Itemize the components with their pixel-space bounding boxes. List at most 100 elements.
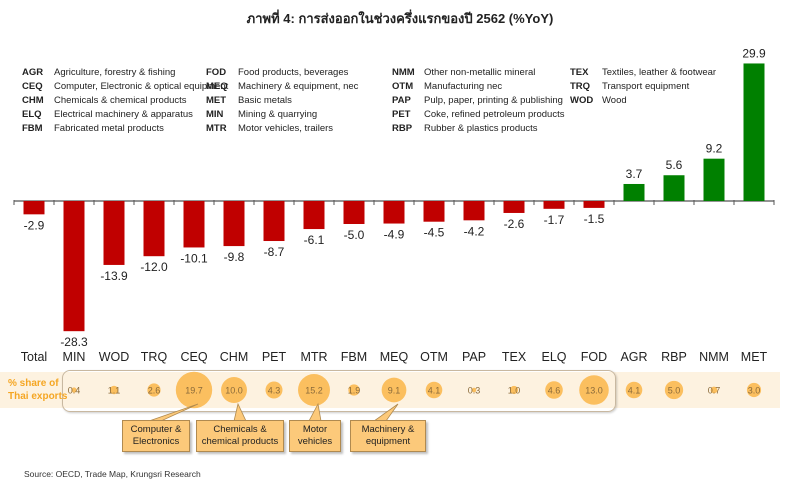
share-value: 9.1 [388,386,401,396]
legend-code: AGR [22,67,44,78]
legend-code: WOD [570,95,594,106]
data-label: -12.0 [140,260,168,274]
share-value: 10.0 [225,386,243,396]
share-bubble [579,375,609,405]
share-value: 4.6 [548,386,561,396]
bar-tex [503,201,525,213]
legend-col-3: NMM Other non-metallic mineral OTM Manufact… [392,66,564,136]
data-label: -13.9 [100,269,128,283]
share-bubble [710,386,718,394]
legend-item: RBP Rubber & plastics products [392,122,564,136]
share-value: 19.7 [185,386,203,396]
category-label: RBP [661,350,687,364]
legend-item: PAP Pulp, paper, printing & publishing [392,94,564,108]
legend-label: Textiles, leather & footwear [602,67,717,78]
legend-item: TRQ Transport equipment [570,80,716,94]
bar-otm [423,201,445,222]
legend-code: MTR [206,123,227,134]
category-label: AGR [620,350,647,364]
legend-code: OTM [392,81,414,92]
callout-line: equipment [365,436,411,447]
bar-agr [623,183,645,201]
data-label: -10.1 [180,251,208,265]
legend-item: OTM Manufacturing nec [392,80,564,94]
bar-fbm [343,201,365,224]
share-value: 4.1 [428,386,441,396]
category-label: ELQ [541,350,566,364]
bar-min [63,201,85,332]
data-label: -2.9 [24,218,45,232]
legend-label: Fabricated metal products [54,123,164,134]
data-label: -28.3 [60,335,88,349]
bar-fod [583,201,605,208]
legend-label: Motor vehicles, trailers [238,123,334,134]
share-value: 0.3 [468,386,481,396]
data-label: 3.7 [626,167,643,181]
category-label: MEQ [380,350,409,364]
legend-label: Transport equipment [602,81,690,92]
bar-wod [103,201,125,265]
share-value: 5.0 [668,386,681,396]
share-value: 0.4 [68,386,81,396]
share-bubble [109,385,119,395]
callout-chemicals: Chemicals & chemical products [196,420,284,452]
callout-line: chemical products [201,436,279,447]
share-bubble [175,371,213,409]
legend-code: PAP [392,95,411,106]
category-label: PET [262,350,287,364]
share-value: 15.2 [305,386,323,396]
legend-code: RBP [392,123,413,134]
share-value: 4.1 [628,386,641,396]
bar-rbp [663,175,685,201]
share-bubble [425,381,443,399]
callout-pointer [148,403,199,422]
share-bubble [348,384,360,396]
share-bubble [625,381,643,399]
legend-item: MIN Mining & quarrying [206,108,358,122]
category-label: Total [21,350,47,364]
legend-label: Coke, refined petroleum products [424,109,565,120]
bar-total [23,201,45,215]
legend-label: Chemicals & chemical products [54,95,187,106]
bar-nmm [703,158,725,201]
legend-label: Other non-metallic mineral [424,67,536,78]
legend-label: Agriculture, forestry & fishing [54,67,176,78]
share-bubble [381,377,407,403]
category-label: WOD [99,350,130,364]
data-label: -4.5 [424,226,445,240]
callout-line: Chemicals & [213,424,267,435]
legend-code: MIN [206,109,224,120]
legend-label: Basic metals [238,95,292,106]
legend-label: Computer, Electronic & optical equipment [54,81,229,92]
bar-pet [263,201,285,242]
share-value: 3.0 [748,386,761,396]
legend-label: Machinery & equipment, nec [238,81,359,92]
callout-motor: Motor vehicles [289,420,341,452]
category-label: MET [741,350,768,364]
data-label: -5.0 [344,228,365,242]
data-label: -9.8 [224,250,245,264]
legend-col-2: FOD Food products, beverages MEQ Machinery … [206,66,358,136]
category-label: CEQ [180,350,207,364]
callout-computer: Computer & Electronics [122,420,190,452]
share-bubble [471,387,477,393]
share-bubble [664,380,684,400]
data-label: -8.7 [264,245,285,259]
legend-item: CEQ Computer, Electronic & optical equipm… [22,80,228,94]
category-label: TRQ [141,350,168,364]
source-note: Source: OECD, Trade Map, Krungsri Resear… [24,469,201,479]
legend-label: Pulp, paper, printing & publishing [424,95,563,106]
share-bubble [545,381,563,399]
legend-code: NMM [392,67,415,78]
callout-line: Machinery & [361,424,415,435]
share-bubble [509,385,519,395]
callout-pointer [372,403,399,422]
legend-code: CHM [22,95,44,106]
share-bubble [746,382,762,398]
legend-code: MET [206,95,227,106]
legend-code: ELQ [22,109,42,120]
bar-chm [223,201,245,247]
data-label: 9.2 [706,142,723,156]
share-label: % share of Thai exports [8,377,67,403]
